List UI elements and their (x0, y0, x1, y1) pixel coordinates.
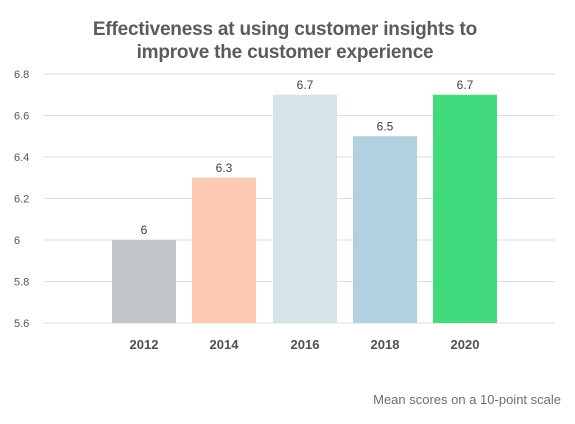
chart-footnote: Mean scores on a 10-point scale (373, 392, 561, 407)
data-label: 6.7 (297, 78, 314, 92)
y-tick-label: 5.6 (14, 318, 29, 330)
y-tick-label: 6.8 (14, 69, 29, 81)
y-tick-label: 6.2 (14, 194, 29, 206)
chart-title: Effectiveness at using customer insights… (92, 19, 478, 63)
bar (192, 177, 256, 323)
y-tick-label: 6.6 (14, 111, 29, 123)
bar (273, 94, 337, 323)
x-tick-label: 2016 (291, 337, 320, 352)
y-tick-label: 5.8 (14, 277, 29, 289)
y-tick-label: 6.4 (14, 152, 29, 164)
data-label: 6 (141, 223, 148, 237)
bar (433, 94, 497, 323)
data-label: 6.7 (457, 78, 474, 92)
x-tick-label: 2018 (371, 337, 400, 352)
data-label: 6.3 (216, 161, 233, 175)
y-tick-label: 6 (14, 235, 20, 247)
bar (112, 240, 176, 323)
x-tick-label: 2014 (210, 337, 240, 352)
data-label: 6.5 (377, 119, 394, 133)
x-tick-label: 2020 (451, 337, 480, 352)
bar (353, 136, 417, 323)
x-tick-label: 2012 (130, 337, 159, 352)
